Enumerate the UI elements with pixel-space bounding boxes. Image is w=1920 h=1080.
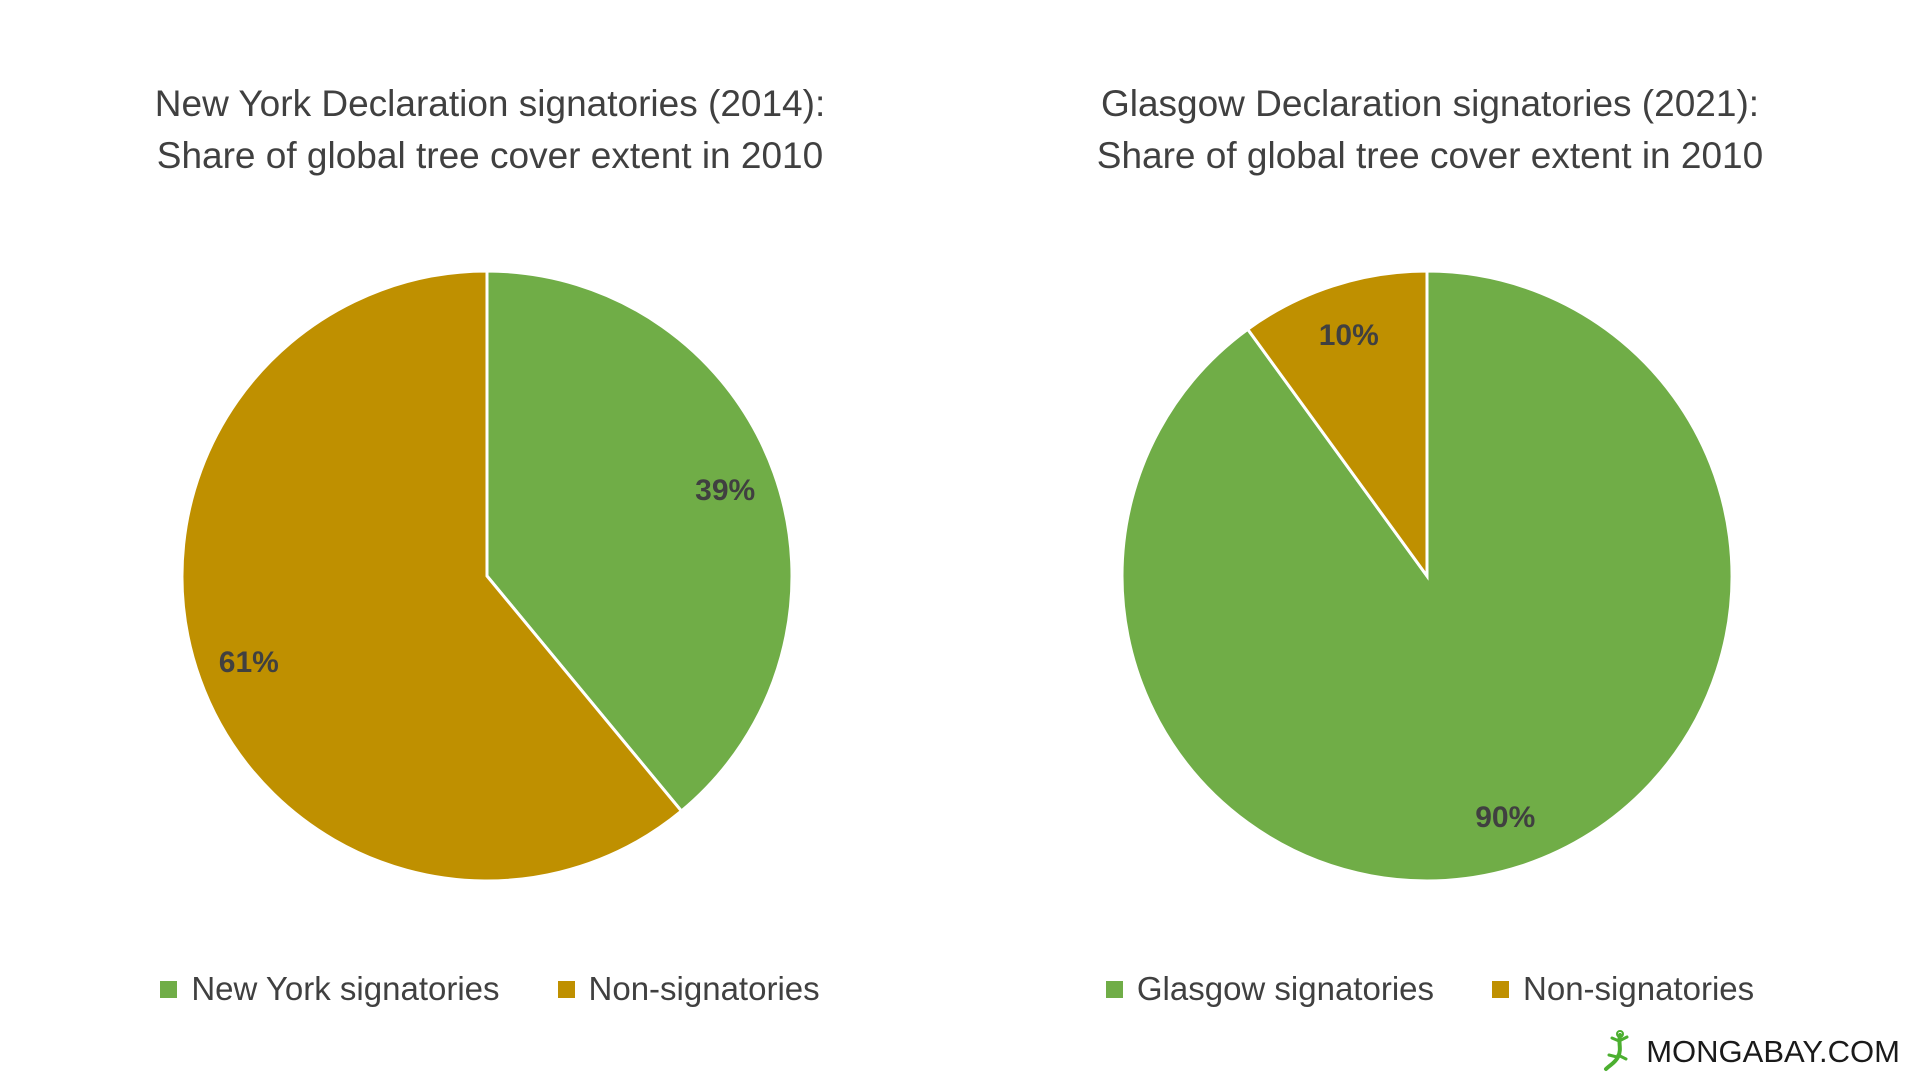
pie-chart: 39% 61% [180, 269, 794, 883]
legend-label: Non-signatories [588, 970, 820, 1007]
legend-label: Non-signatories [1523, 970, 1755, 1007]
legend-label: Glasgow signatories [1136, 970, 1435, 1007]
chart-legend: New York signatories Non-signatories [0, 970, 980, 1008]
legend-label: New York signatories [191, 970, 500, 1007]
pie-chart: 90% 10% [1120, 269, 1734, 883]
chart-title-line-2: Share of global tree cover extent in 201… [1096, 135, 1764, 176]
mongabay-logo: MONGABAY.COM [1596, 1024, 1900, 1080]
legend-swatch [557, 980, 575, 998]
legend-swatch [1492, 980, 1510, 998]
legend-swatch [160, 980, 178, 998]
chart-title: Glasgow Declaration signatories (2021): … [940, 78, 1920, 182]
pie-data-label: 90% [1475, 801, 1535, 834]
chart-legend: Glasgow signatories Non-signatories [940, 970, 1920, 1008]
pie-slice-non-signatories [1245, 269, 1429, 581]
legend-item-non-signatories: Non-signatories [557, 970, 820, 1008]
pie-slice-non-signatories [180, 269, 684, 883]
gecko-icon [1604, 1030, 1629, 1071]
chart-title: New York Declaration signatories (2014):… [0, 78, 980, 182]
brand-text: MONGABAY.COM [1646, 1034, 1900, 1069]
legend-item-non-signatories: Non-signatories [1492, 970, 1754, 1008]
pie-data-label: 10% [1319, 319, 1379, 352]
chart-title-line-2: Share of global tree cover extent in 201… [156, 135, 824, 176]
pie-data-label: 61% [219, 646, 279, 679]
legend-swatch [1105, 980, 1123, 998]
pie-slice-new-york-signatories [485, 269, 794, 814]
pie-data-label: 39% [695, 474, 755, 507]
legend-item-new-york-signatories: New York signatories [160, 970, 500, 1008]
chart-new-york: New York Declaration signatories (2014):… [0, 0, 980, 1030]
chart-glasgow: Glasgow Declaration signatories (2021): … [940, 0, 1920, 1030]
legend-item-glasgow-signatories: Glasgow signatories [1105, 970, 1435, 1008]
chart-title-line-1: New York Declaration signatories (2014): [154, 83, 826, 124]
chart-title-line-1: Glasgow Declaration signatories (2021): [1100, 83, 1760, 124]
